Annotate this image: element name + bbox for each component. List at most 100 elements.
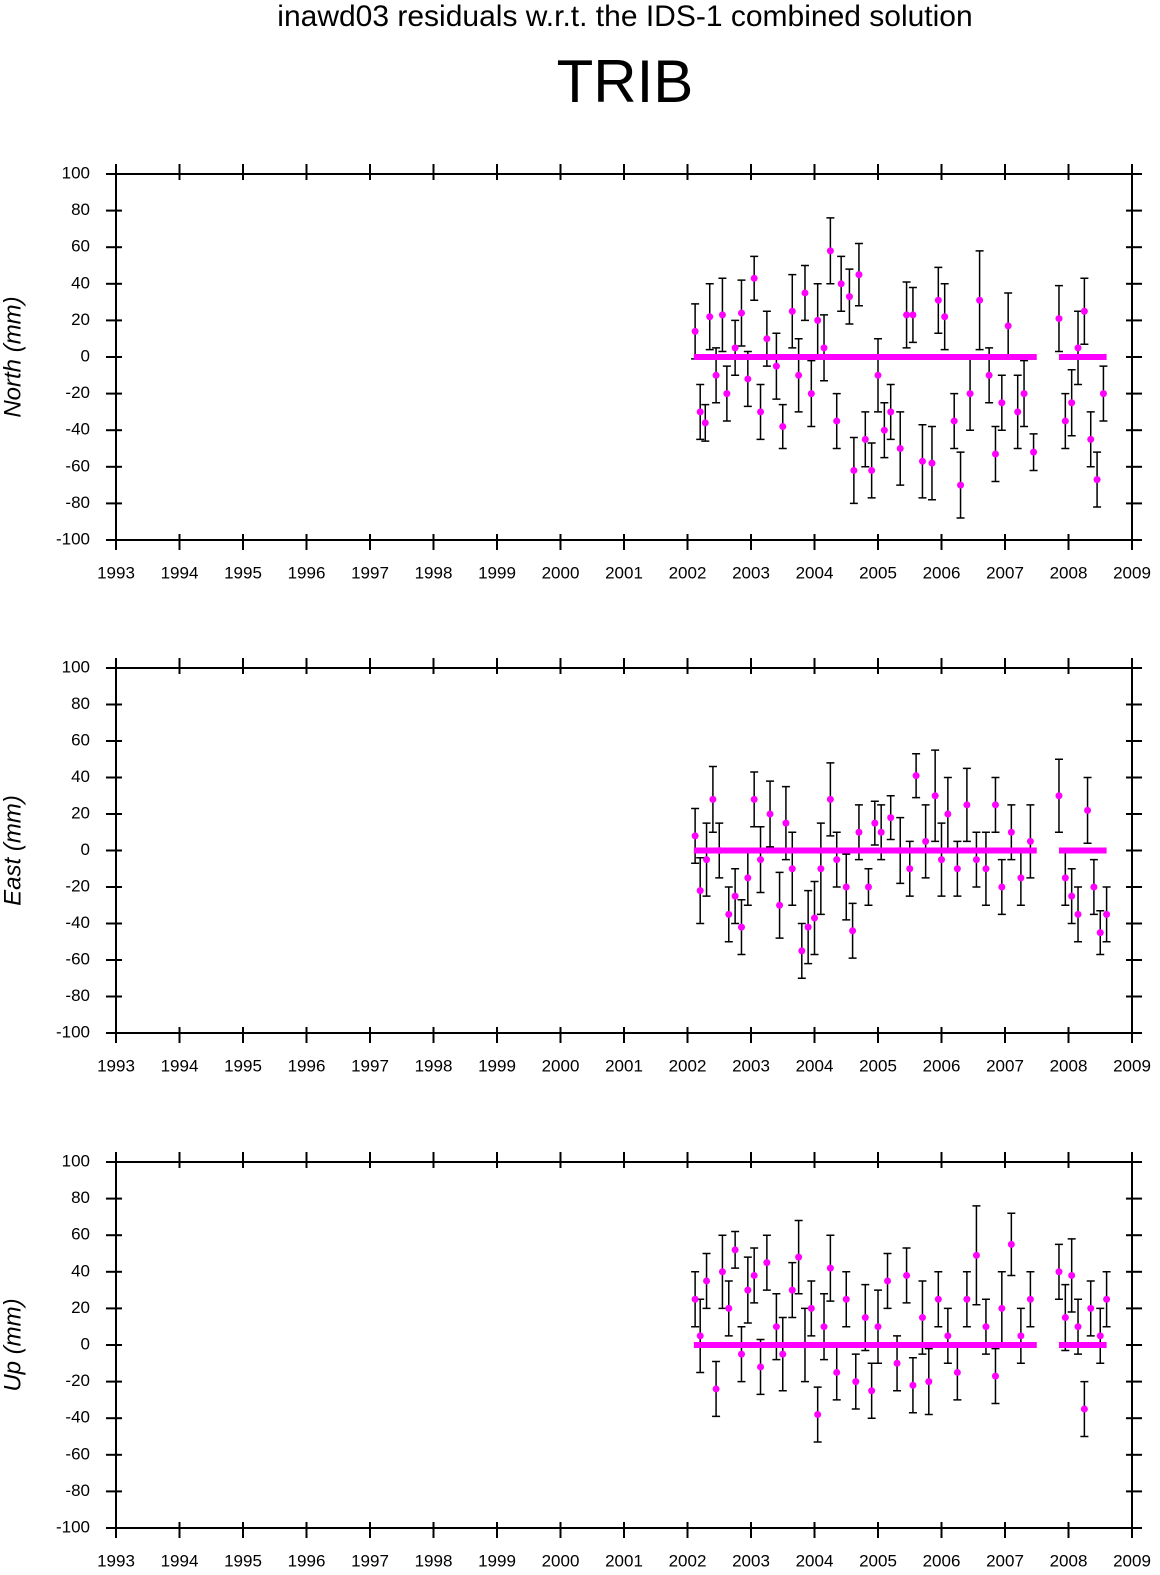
- point: [723, 390, 731, 398]
- point: [1007, 828, 1015, 836]
- point: [928, 459, 936, 467]
- point: [1103, 910, 1111, 918]
- point: [696, 408, 704, 416]
- x-tick-label: 2003: [732, 563, 770, 582]
- x-tick-label: 2009: [1113, 1056, 1151, 1075]
- x-tick-label: 1995: [224, 1551, 262, 1570]
- x-tick-label: 1995: [224, 563, 262, 582]
- point: [1068, 399, 1076, 407]
- point: [931, 792, 939, 800]
- point: [750, 795, 758, 803]
- point: [731, 344, 739, 352]
- point: [779, 1350, 787, 1358]
- point: [712, 371, 720, 379]
- point: [972, 1251, 980, 1259]
- point: [912, 772, 920, 780]
- point: [691, 1295, 699, 1303]
- point: [706, 313, 714, 321]
- point: [925, 1378, 933, 1386]
- point: [788, 307, 796, 315]
- y-tick-label: 60: [71, 730, 90, 749]
- x-tick-label: 2002: [669, 563, 707, 582]
- point: [1020, 390, 1028, 398]
- x-tick-label: 2005: [859, 563, 897, 582]
- x-tick-label: 2004: [796, 1056, 834, 1075]
- point: [826, 1264, 834, 1272]
- y-tick-label: -100: [56, 1022, 90, 1041]
- x-tick-label: 1995: [224, 1056, 262, 1075]
- point: [814, 316, 822, 324]
- x-tick-label: 2001: [605, 1056, 643, 1075]
- point: [944, 1332, 952, 1340]
- x-tick-label: 2008: [1050, 563, 1088, 582]
- point: [950, 417, 958, 425]
- x-tick-label: 2000: [542, 1551, 580, 1570]
- point: [1061, 874, 1069, 882]
- y-tick-label: -40: [65, 420, 90, 439]
- point: [1030, 448, 1038, 456]
- point: [737, 923, 745, 931]
- point: [842, 883, 850, 891]
- point: [712, 1385, 720, 1393]
- x-tick-label: 2007: [986, 563, 1024, 582]
- point: [1004, 322, 1012, 330]
- point: [744, 375, 752, 383]
- point: [957, 481, 965, 489]
- point: [982, 865, 990, 873]
- point: [820, 344, 828, 352]
- point: [903, 1271, 911, 1279]
- point: [750, 1271, 758, 1279]
- point: [887, 408, 895, 416]
- y-axis-label: Up (mm): [0, 1298, 26, 1391]
- point: [715, 847, 723, 854]
- point: [817, 865, 825, 873]
- point: [909, 1381, 917, 1389]
- point: [1068, 892, 1076, 900]
- x-tick-label: 2008: [1050, 1551, 1088, 1570]
- point: [1055, 792, 1063, 800]
- point: [985, 371, 993, 379]
- x-tick-label: 2002: [669, 1056, 707, 1075]
- point: [795, 371, 803, 379]
- x-tick-label: 1998: [415, 563, 453, 582]
- point: [779, 423, 787, 431]
- y-tick-label: -80: [65, 1481, 90, 1500]
- point: [934, 296, 942, 304]
- point: [1087, 435, 1095, 443]
- x-tick-label: 1996: [288, 1056, 326, 1075]
- y-tick-label: 0: [81, 1334, 90, 1353]
- y-tick-label: -100: [56, 529, 90, 548]
- point: [941, 313, 949, 321]
- y-tick-label: 60: [71, 1225, 90, 1244]
- x-tick-label: 2001: [605, 1551, 643, 1570]
- point: [861, 1314, 869, 1322]
- point: [884, 1277, 892, 1285]
- point: [691, 832, 699, 840]
- y-tick-label: -60: [65, 1444, 90, 1463]
- point: [772, 362, 780, 370]
- x-tick-label: 2002: [669, 1551, 707, 1570]
- y-axis-label: North (mm): [0, 296, 26, 417]
- point: [737, 309, 745, 317]
- point: [855, 271, 863, 279]
- point: [868, 466, 876, 474]
- point: [998, 1304, 1006, 1312]
- point: [833, 417, 841, 425]
- point: [953, 1368, 961, 1376]
- x-tick-label: 2007: [986, 1056, 1024, 1075]
- x-tick-label: 1994: [161, 1551, 199, 1570]
- x-tick-label: 1996: [288, 563, 326, 582]
- point: [744, 1286, 752, 1294]
- point: [1096, 1332, 1104, 1340]
- y-tick-label: 40: [71, 1261, 90, 1280]
- point: [696, 887, 704, 895]
- point: [963, 1295, 971, 1303]
- y-tick-label: -60: [65, 456, 90, 475]
- point: [850, 466, 858, 474]
- point: [833, 856, 841, 864]
- point: [804, 923, 812, 931]
- point: [795, 1253, 803, 1261]
- point: [788, 1286, 796, 1294]
- point: [842, 1295, 850, 1303]
- point: [998, 399, 1006, 407]
